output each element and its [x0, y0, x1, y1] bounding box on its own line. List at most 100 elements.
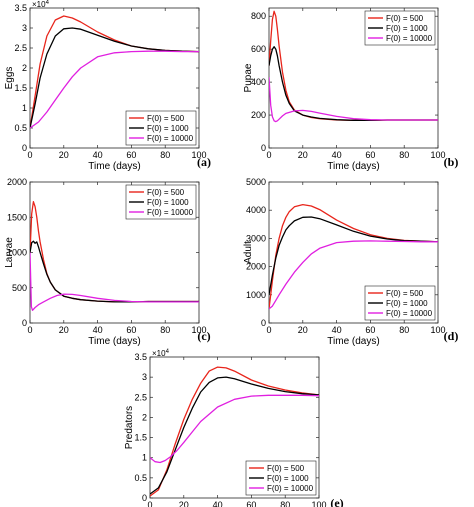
y-tick-label: 0 [22, 318, 27, 328]
y-tick-label: 3.5 [134, 352, 147, 362]
y-tick-label: 3 [142, 372, 147, 382]
panel-label: (a) [197, 155, 211, 169]
y-tick-label: 2.5 [134, 392, 147, 402]
multiplier-exponent: 4 [166, 349, 170, 355]
x-tick-label: 100 [430, 150, 445, 160]
y-tick-label: 0 [142, 493, 147, 503]
y-tick-label: 1 [142, 453, 147, 463]
x-tick-label: 60 [365, 150, 375, 160]
x-tick-label: 80 [280, 500, 290, 507]
y-axis-label: Pupae [243, 63, 254, 92]
multiplier-base: ×10 [32, 0, 46, 9]
panel-label: (c) [197, 329, 210, 343]
x-tick-label: 0 [266, 150, 271, 160]
y-axis-label: Predators [124, 406, 135, 449]
x-tick-label: 80 [160, 325, 170, 335]
series-line [150, 376, 319, 495]
y-tick-label: 2.5 [14, 43, 27, 53]
legend-entry: F(0) = 500 [386, 289, 424, 298]
x-axis-label: Time (days) [327, 161, 379, 172]
panel-b: 0 20 40 60 80 100 0 200 400 600 800 Time (days) Pupa… [243, 7, 459, 172]
y-tick-label: 1000 [7, 248, 27, 258]
y-tick-label: 1.5 [134, 433, 147, 443]
y-axis-label: Eggs [4, 67, 15, 90]
y-tick-label: 0.5 [14, 123, 27, 133]
panel-label: (b) [444, 155, 459, 169]
y-tick-label: 1.5 [14, 83, 27, 93]
legend-entry: F(0) = 10000 [386, 309, 433, 318]
y-tick-label: 0.5 [134, 473, 147, 483]
legend-entry: F(0) = 10000 [267, 484, 314, 493]
series-line [30, 252, 199, 311]
legend-entry: F(0) = 1000 [147, 198, 189, 207]
x-tick-label: 0 [266, 325, 271, 335]
legend-entry: F(0) = 1000 [386, 24, 428, 33]
x-tick-label: 40 [93, 150, 103, 160]
x-tick-label: 80 [160, 150, 170, 160]
y-tick-label: 2000 [246, 262, 266, 272]
legend-entry: F(0) = 1000 [147, 124, 189, 133]
x-axis-label: Time (days) [327, 336, 379, 347]
x-tick-label: 100 [191, 325, 206, 335]
y-axis-label: Adult [243, 241, 254, 264]
y-tick-label: 2000 [7, 177, 27, 187]
y-tick-label: 0 [22, 143, 27, 153]
x-tick-label: 60 [126, 150, 136, 160]
x-tick-label: 20 [298, 325, 308, 335]
legend-entry: F(0) = 1000 [386, 299, 428, 308]
series-line [30, 27, 199, 129]
legend-entry: F(0) = 10000 [147, 208, 194, 217]
multiplier-base: ×10 [152, 349, 166, 358]
legend-entry: F(0) = 500 [147, 188, 185, 197]
x-tick-label: 0 [147, 500, 152, 507]
y-tick-label: 1500 [7, 212, 27, 222]
legend-entry: F(0) = 500 [386, 14, 424, 23]
y-tick-label: 5000 [246, 177, 266, 187]
y-tick-label: 500 [12, 283, 27, 293]
x-tick-label: 100 [311, 500, 326, 507]
y-tick-label: 600 [251, 44, 266, 54]
legend-entry: F(0) = 1000 [267, 474, 309, 483]
x-tick-label: 40 [332, 150, 342, 160]
series-line [150, 394, 319, 464]
y-tick-label: 200 [251, 110, 266, 120]
legend-box [245, 460, 317, 496]
x-axis-label: Time (days) [88, 336, 140, 347]
legend-entry: F(0) = 10000 [147, 134, 194, 143]
x-tick-label: 80 [399, 325, 409, 335]
y-tick-label: 2 [142, 412, 147, 422]
x-tick-label: 0 [27, 150, 32, 160]
legend-entry: F(0) = 500 [267, 464, 305, 473]
x-tick-label: 20 [179, 500, 189, 507]
y-axis-multiplier: ×104 [152, 349, 170, 358]
y-tick-label: 400 [251, 77, 266, 87]
panel-a: 0 20 40 60 80 100 0 0.5 1 1.5 2 2.5 3 3.5 Time (days) E… [4, 0, 211, 172]
x-tick-label: 20 [59, 325, 69, 335]
x-tick-label: 20 [298, 150, 308, 160]
panel-label: (d) [444, 329, 459, 343]
series-line [269, 240, 438, 310]
series-line [30, 50, 199, 129]
x-tick-label: 80 [399, 150, 409, 160]
legend-entry: F(0) = 500 [147, 114, 185, 123]
x-tick-label: 100 [191, 150, 206, 160]
y-axis-multiplier: ×104 [32, 0, 50, 9]
x-axis-label: Time (days) [88, 161, 140, 172]
x-tick-label: 100 [430, 325, 445, 335]
y-tick-label: 1 [22, 103, 27, 113]
x-tick-label: 40 [213, 500, 223, 507]
y-tick-label: 3000 [246, 233, 266, 243]
y-tick-label: 2 [22, 63, 27, 73]
x-tick-label: 20 [59, 150, 69, 160]
series-line [269, 77, 438, 123]
x-tick-label: 60 [126, 325, 136, 335]
